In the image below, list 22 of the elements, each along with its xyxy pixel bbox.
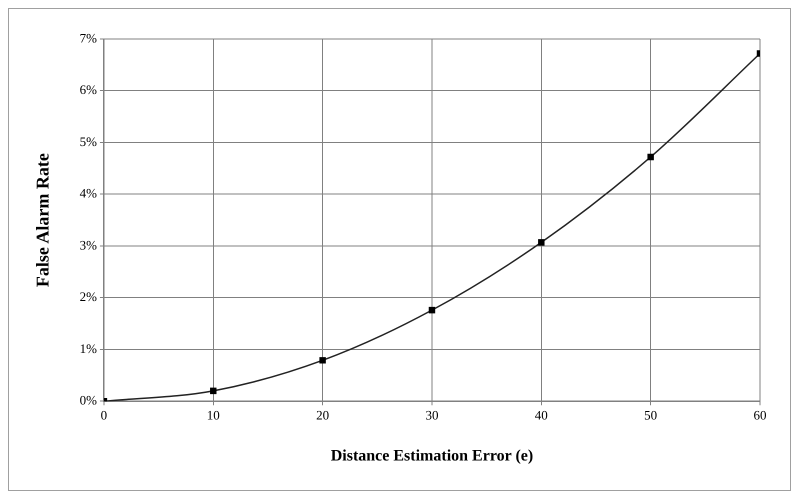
point <box>210 388 216 394</box>
point <box>319 357 326 364</box>
x-tick-label: 0 <box>100 407 108 422</box>
point <box>428 306 436 314</box>
y-tick-label: 6% <box>80 82 98 98</box>
y-tick-label: 3% <box>80 237 98 252</box>
y-tick-label: 5% <box>80 134 98 149</box>
point <box>538 239 545 246</box>
x-tick-label: 50 <box>644 407 658 422</box>
y-tick-label: 4% <box>80 186 98 201</box>
y-tick-label: 2% <box>80 289 98 304</box>
x-tick-label: 20 <box>316 407 330 422</box>
y-tick-label: 0% <box>80 392 98 408</box>
y-tick-label: 1% <box>80 340 98 356</box>
point <box>647 154 654 160</box>
x-tick-label: 60 <box>754 407 766 422</box>
x-tick-label: 40 <box>534 407 548 422</box>
y-tick-label: 7% <box>80 30 98 46</box>
y-axis-title: False Alarm Rate <box>32 153 52 288</box>
x-tick-label: 30 <box>425 407 438 422</box>
x-axis-title: Distance Estimation Error (e) <box>330 448 534 465</box>
x-tick-label: 10 <box>206 407 220 422</box>
